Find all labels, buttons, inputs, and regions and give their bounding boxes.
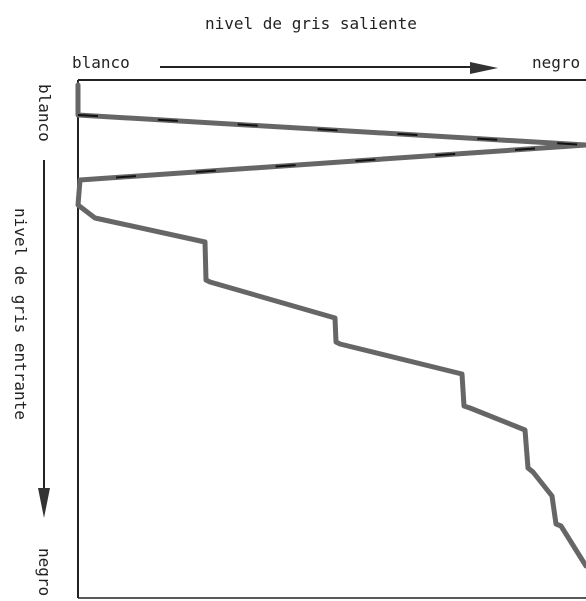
x-arrowhead-icon — [470, 62, 498, 74]
y-arrowhead-icon — [38, 488, 50, 518]
x-axis-start-label: blanco — [72, 53, 130, 72]
transfer-curve-dashes — [77, 114, 586, 181]
transfer-curve — [75, 82, 586, 569]
x-axis-end-label: negro — [532, 53, 581, 72]
diagram-title: nivel de gris saliente — [205, 14, 417, 33]
